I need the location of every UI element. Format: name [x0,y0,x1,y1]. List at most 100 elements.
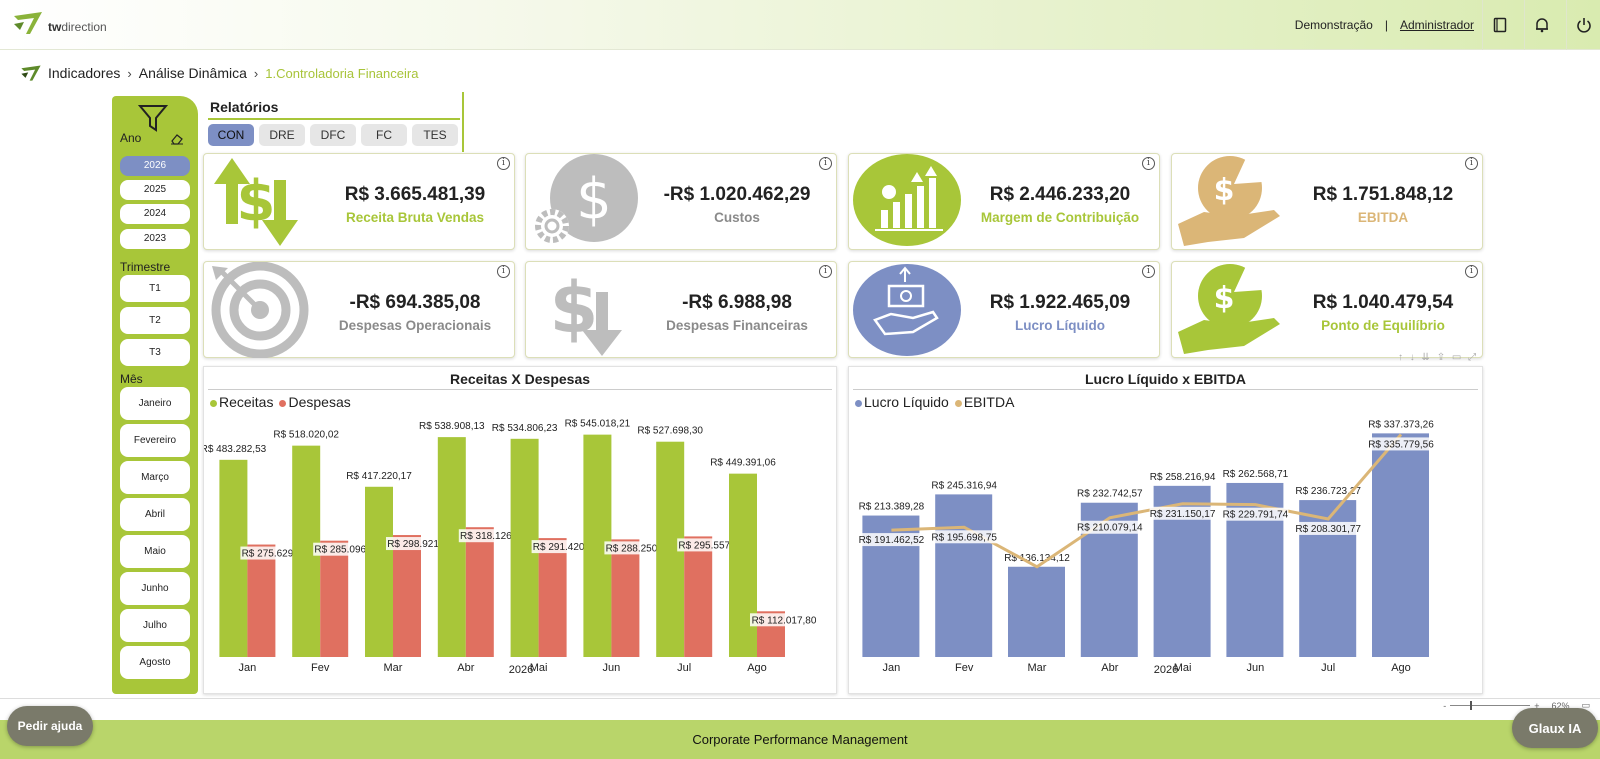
x-tick-label: Jan [883,662,901,674]
kpi-card-custos[interactable]: $ -R$ 1.020.462,29 Custos i [525,153,837,250]
data-label-bg [458,529,527,543]
chart-receitas-despesas[interactable]: Receitas X Despesas Receitas Despesas R$… [203,366,837,694]
kpi-card-despesas-financeiras[interactable]: $ -R$ 6.988,98 Despesas Financeiras i [525,261,837,358]
month-junho[interactable]: Junho [120,572,190,605]
header-actions: Demonstração | Administrador [1295,0,1600,50]
visual-toolbar[interactable]: ↑ ↓ ⇊ ⇪ ▭ ⤢ [1398,352,1479,363]
tab-tes[interactable]: TES [412,124,458,146]
tab-con[interactable]: CON [208,124,254,146]
zoom-out-button[interactable]: - [1443,700,1447,711]
bar-lucro-liquido [935,494,993,657]
zoom-slider[interactable] [1450,701,1531,710]
info-icon[interactable]: i [497,157,510,170]
logout-button[interactable] [1566,0,1600,50]
x-tick-label: Jul [1321,662,1335,674]
kpi-label: Receita Bruta Vendas [345,210,485,225]
zoom-in-button[interactable]: + [1534,700,1540,711]
assistant-button[interactable]: Glaux IA [1512,708,1598,748]
data-label-bg [531,540,600,554]
breadcrumb-item-indicadores[interactable]: Indicadores [48,65,121,81]
x-tick-label: Jun [1247,662,1265,674]
bell-icon [1535,18,1548,33]
x-tick-label: Fev [955,662,974,674]
zoom-control[interactable]: - + 62% ▭ [1443,700,1590,711]
month-marco[interactable]: Março [120,461,190,494]
info-icon[interactable]: i [1142,265,1155,278]
header-separator: | [1384,18,1388,32]
month-julho[interactable]: Julho [120,609,190,642]
data-label: R$ 191.462,52 [859,535,925,546]
month-fevereiro[interactable]: Fevereiro [120,424,190,457]
legend-item-lucro[interactable]: Lucro Líquido [855,394,949,410]
data-label: R$ 483.282,53 [204,444,267,455]
chart-legend: Receitas Despesas [210,394,351,410]
data-label-bg [1368,437,1434,451]
notifications-button[interactable] [1524,0,1558,50]
info-icon[interactable]: i [819,157,832,170]
reports-divider [208,118,460,120]
legend-item-receitas[interactable]: Receitas [210,394,273,410]
data-label-bg [1295,521,1362,535]
svg-text:$: $ [237,169,276,234]
data-label-bg [750,613,818,627]
quarter-t2[interactable]: T2 [120,307,190,334]
data-label: R$ 337.373,26 [1368,419,1434,430]
kpi-card-receita[interactable]: $ R$ 3.665.481,39 Receita Bruta Vendas i [203,153,515,250]
quarter-t1[interactable]: T1 [120,275,190,302]
chart-lucro-ebitda[interactable]: Lucro Líquido x EBITDA Lucro Líquido EBI… [848,366,1483,694]
month-maio[interactable]: Maio [120,535,190,568]
info-icon[interactable]: i [819,265,832,278]
year-2024[interactable]: 2024 [120,204,190,224]
tab-dre[interactable]: DRE [259,124,305,146]
kpi-card-margem[interactable]: R$ 2.446.233,20 Margem de Contribuição i [848,153,1160,250]
data-label: R$ 258.216,94 [1150,472,1216,483]
kpi-label: Lucro Líquido [1015,318,1105,333]
tab-fc[interactable]: FC [361,124,407,146]
admin-link[interactable]: Administrador [1399,18,1474,32]
chart-title: Receitas X Despesas [449,371,591,387]
quarter-filter-label: Trimestre [120,260,171,274]
power-icon [1576,18,1591,33]
zoom-slider-thumb[interactable] [1470,701,1473,710]
bar-receitas [729,473,757,657]
kpi-card-ebitda[interactable]: $ R$ 1.751.848,12 EBITDA i [1171,153,1483,250]
data-label: R$ 527.698,30 [637,426,703,437]
quarter-t3[interactable]: T3 [120,339,190,366]
info-icon[interactable]: i [1465,265,1478,278]
kpi-card-despesas-operacionais[interactable]: -R$ 694.385,08 Despesas Operacionais i [203,261,515,358]
year-2025[interactable]: 2025 [120,180,190,200]
breadcrumb-logo-icon [21,65,41,81]
data-label-bg [313,542,382,556]
help-button[interactable]: Pedir ajuda [7,706,93,746]
month-janeiro[interactable]: Janeiro [120,387,190,420]
legend-item-despesas[interactable]: Despesas [279,394,351,410]
kpi-card-ponto-equilibrio[interactable]: $ R$ 1.040.479,54 Ponto de Equilíbrio i [1171,261,1483,358]
info-icon[interactable]: i [1142,157,1155,170]
logo[interactable]: twdirection [12,10,107,36]
year-2023[interactable]: 2023 [120,229,190,249]
fit-page-icon[interactable]: ▭ [1581,700,1590,710]
month-abril[interactable]: Abril [120,498,190,531]
reports-vertical-divider [462,92,464,152]
breadcrumb-item-analise[interactable]: Análise Dinâmica [138,65,247,81]
data-label: R$ 538.908,13 [419,421,485,432]
data-label: R$ 112.017,80 [752,615,817,626]
chart-plot: R$ 213.389,28 Jan R$ 245.316,94 Fev R$ 136.1… [858,419,1434,676]
data-label-bg [677,538,746,552]
bar-despesas [611,539,640,657]
month-agosto[interactable]: Agosto [120,646,190,679]
month-filter-label: Mês [120,372,143,386]
tab-dfc[interactable]: DFC [310,124,356,146]
chevron-right-icon: › [253,65,259,81]
year-2026[interactable]: 2026 [120,156,190,176]
bar-despesas [538,538,567,657]
info-icon[interactable]: i [1465,157,1478,170]
eraser-icon[interactable] [170,133,184,145]
kpi-card-lucro-liquido[interactable]: R$ 1.922.465,09 Lucro Líquido i [848,261,1160,358]
data-label: R$ 136.134,12 [1004,553,1070,564]
legend-item-ebitda[interactable]: EBITDA [954,394,1014,410]
dollar-down-icon: $ [550,267,622,356]
book-button[interactable] [1482,0,1516,50]
info-icon[interactable]: i [497,265,510,278]
logo-text: twdirection [48,20,107,34]
